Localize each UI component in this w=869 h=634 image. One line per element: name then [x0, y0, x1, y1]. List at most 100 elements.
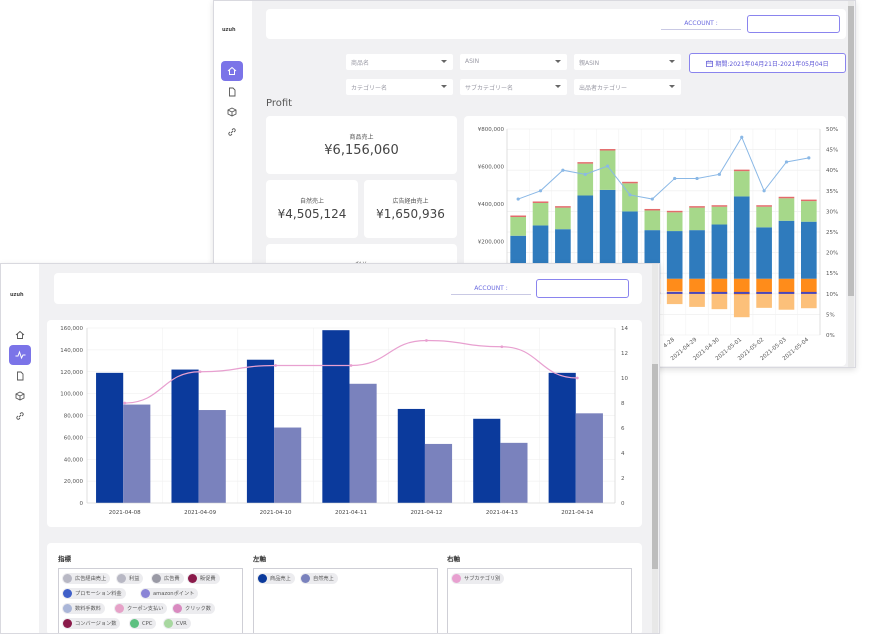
back-scrollbar-thumb[interactable] — [848, 6, 854, 296]
metric-chip[interactable]: 商品売上 — [257, 573, 295, 584]
chip-label: 広告費 — [164, 576, 180, 582]
metric-chip[interactable]: クーポン支払い — [114, 603, 168, 614]
x-tick-label: 2021-04-13 — [486, 510, 518, 516]
chip-check-icon — [63, 589, 72, 598]
chip-check-icon — [152, 574, 161, 583]
y-right-tick-label: 12 — [621, 351, 628, 357]
bar-広告経由売上 — [555, 207, 571, 230]
x-tick-label: 2021-04-14 — [561, 510, 593, 516]
bar-販促費 — [689, 291, 705, 307]
chip-check-icon — [301, 574, 310, 583]
bar-広告経由売上 — [800, 201, 817, 222]
left-axis-panel[interactable]: 商品売上 自然売上 — [253, 568, 438, 633]
bar-自然売上 — [424, 443, 453, 503]
metric-chip[interactable]: 広告経由売上 — [62, 573, 111, 584]
front-scrollbar[interactable] — [652, 264, 658, 633]
nav-links[interactable] — [221, 122, 243, 142]
nav-home[interactable] — [9, 325, 31, 345]
chip-check-icon — [63, 604, 72, 613]
front-scrollbar-thumb[interactable] — [652, 364, 658, 569]
metric-chip[interactable]: 自然売上 — [300, 573, 338, 584]
y-left-tick-label: 40,000 — [64, 457, 84, 463]
profit-rate-point — [606, 164, 610, 168]
bar-販促費 — [733, 294, 750, 318]
bar-自然売上 — [500, 442, 528, 503]
back-scrollbar[interactable] — [848, 1, 854, 367]
metric-chip[interactable]: 広告費 — [151, 573, 184, 584]
listing-category-select-label: 出品者カテゴリー — [579, 85, 628, 92]
y-right-tick-label: 2 — [621, 476, 625, 482]
x-tick-label: 2021-04-12 — [410, 510, 442, 516]
chip-check-icon — [63, 619, 72, 628]
metric-chip[interactable]: 数料手数料 — [62, 603, 105, 614]
listing-category-select[interactable]: 出品者カテゴリー — [574, 79, 681, 95]
metric-chip[interactable]: 利益 — [116, 573, 144, 584]
y-right-tick-label: 0% — [826, 333, 835, 339]
bar-自然売上 — [733, 196, 750, 279]
chip-label: 自然売上 — [313, 576, 334, 582]
subcategory-point — [425, 339, 428, 342]
bar-商品売上 — [96, 372, 124, 503]
chip-label: 販促費 — [200, 576, 216, 582]
home-icon — [15, 330, 25, 339]
metrics-header: 指標 — [58, 555, 71, 563]
bar-自然売上 — [123, 404, 151, 503]
metrics-panel[interactable]: 広告経由売上 利益 広告費 販促費プロモーション料金 amazonポイント数料手数料 クー… — [58, 568, 243, 633]
subcategory-point — [123, 401, 127, 405]
profit-rate-point — [695, 176, 699, 181]
bar-top-accent — [532, 201, 549, 203]
chip-check-icon — [130, 619, 139, 628]
bar-販促費 — [756, 291, 772, 308]
back-account-select[interactable] — [747, 15, 840, 33]
sub-category-select[interactable]: サブカテゴリー名 — [460, 79, 567, 95]
parent-asin-select[interactable]: 親ASIN — [574, 54, 681, 70]
nav-products[interactable] — [221, 102, 243, 122]
back-logo: uzuh — [222, 27, 236, 33]
y-left-tick-label: 140,000 — [60, 348, 83, 354]
metric-chip[interactable]: CPC — [129, 618, 157, 629]
back-account-label: ACCOUNT : — [661, 20, 741, 30]
metric-chip[interactable]: 販促費 — [187, 573, 220, 584]
chip-check-icon — [173, 604, 182, 613]
chip-label: CPC — [142, 620, 153, 627]
nav-documents[interactable] — [9, 366, 31, 386]
profit-rate-point — [717, 172, 721, 176]
nav-documents[interactable] — [221, 82, 243, 102]
nav-links[interactable] — [9, 406, 31, 426]
foreground-window: uzuh ACCOUNT : 160,000 140,000 120,000 100,… — [0, 263, 660, 634]
nav-products[interactable] — [9, 386, 31, 406]
parent-asin-select-label: 親ASIN — [579, 60, 600, 67]
category-select[interactable]: カテゴリー名 — [346, 79, 453, 95]
product-name-select[interactable]: 商品名 — [346, 54, 453, 70]
front-account-bar: ACCOUNT : — [54, 273, 642, 304]
nav-home[interactable] — [221, 61, 243, 81]
front-account-select[interactable] — [536, 279, 629, 298]
y-right-tick-label: 10 — [621, 376, 628, 382]
metric-chip[interactable]: サブカテゴリ別 — [451, 573, 505, 584]
metric-chip[interactable]: CVR — [163, 618, 191, 629]
chip-check-icon — [117, 574, 126, 583]
chip-label: 広告経由売上 — [75, 576, 107, 582]
chip-label: 商品売上 — [270, 576, 291, 582]
bar-広告経由売上 — [689, 207, 705, 231]
bar-広告経由売上 — [599, 150, 616, 190]
period-button[interactable]: 期間:2021年04月21日-2021年05月04日 — [689, 53, 846, 73]
profit-rate-point — [628, 193, 632, 197]
document-icon — [17, 371, 24, 381]
metric-chip[interactable]: コンバージョン数 — [62, 618, 121, 629]
right-axis-panel[interactable]: サブカテゴリ別 — [447, 568, 632, 633]
bar-top-accent — [689, 206, 705, 208]
nav-analytics[interactable] — [9, 345, 31, 365]
metric-chip[interactable]: プロモーション料金 — [62, 588, 126, 599]
home-icon — [227, 66, 237, 75]
kpi-organic-value: ¥4,505,124 — [277, 207, 347, 221]
metric-chip[interactable]: amazonポイント — [140, 588, 199, 599]
bar-自然売上 — [778, 220, 795, 279]
kpi-sales-value: ¥6,156,060 — [324, 143, 399, 158]
chip-label: プロモーション料金 — [75, 591, 122, 597]
period-label: 期間:2021年04月21日-2021年05月04日 — [715, 60, 829, 68]
asin-select[interactable]: ASIN — [460, 54, 567, 70]
metric-chip[interactable]: クリック数 — [172, 603, 215, 614]
bar-手数料 — [733, 278, 750, 295]
chip-check-icon — [258, 574, 267, 583]
